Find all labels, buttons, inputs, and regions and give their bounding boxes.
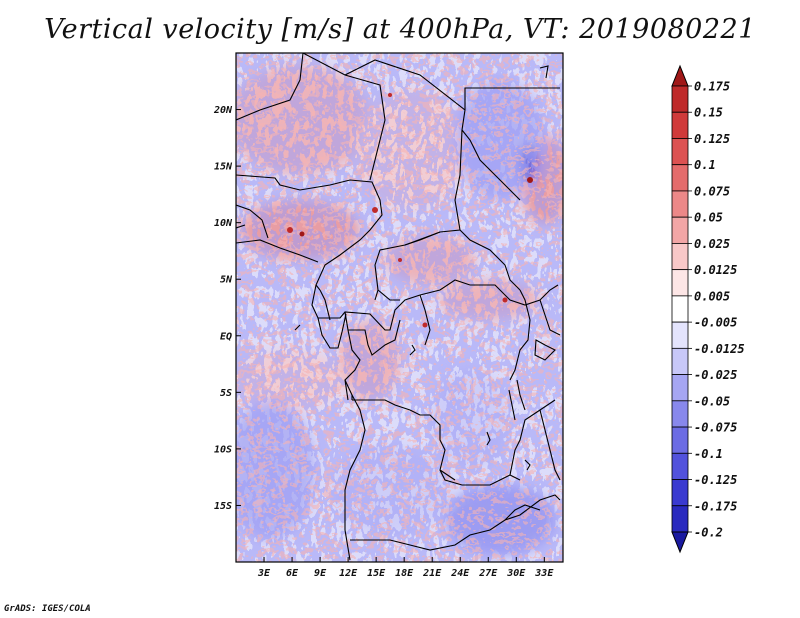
colorbar-swatch xyxy=(671,295,689,323)
colorbar-label: 0.175 xyxy=(694,80,730,94)
colorbar-label: 0.05 xyxy=(694,211,723,225)
lon-tick-label: 6E xyxy=(286,568,299,579)
colorbar-swatch xyxy=(671,400,689,428)
lon-tick-label: 33E xyxy=(534,568,554,579)
colorbar-label: 0.15 xyxy=(694,106,723,120)
country-boundaries xyxy=(236,53,561,561)
colorbar-swatch xyxy=(671,190,689,218)
colorbar-label: -0.025 xyxy=(694,368,737,382)
colorbar-label: 0.0125 xyxy=(694,263,737,277)
lon-tick-label: 21E xyxy=(422,568,442,579)
colorbar-swatch xyxy=(671,216,689,244)
lat-tick-label: 15S xyxy=(214,501,232,512)
colorbar-swatch xyxy=(671,85,689,113)
colorbar-label: -0.1 xyxy=(694,447,723,461)
colorbar-label: -0.125 xyxy=(694,473,737,487)
lon-tick-label: 30E xyxy=(506,568,526,579)
lon-tick-label: 24E xyxy=(450,568,470,579)
colorbar-swatch xyxy=(671,452,689,480)
lat-tick-label: 15N xyxy=(214,162,233,173)
colorbar-swatch xyxy=(671,243,689,271)
lon-tick-label: 15E xyxy=(367,568,386,579)
colorbar-label: -0.175 xyxy=(694,499,737,513)
lat-tick-label: 10N xyxy=(214,218,233,229)
velocity-field xyxy=(236,53,563,562)
colorbar-label: -0.075 xyxy=(694,421,737,435)
colorbar-swatch xyxy=(671,426,689,454)
colorbar-top-arrow xyxy=(671,64,689,87)
colorbar-swatch xyxy=(671,269,689,297)
colorbar-label: -0.005 xyxy=(694,316,737,330)
longitude-axis: 3E 6E 9E 12E 15E 18E 21E 24E 27E 30E 33E xyxy=(257,557,554,579)
colorbar-label: -0.0125 xyxy=(694,342,745,356)
lat-tick-label: 20N xyxy=(213,105,233,116)
colorbar: 0.175 0.15 0.125 0.1 0.075 0.05 0.025 0.0125 0.0… xyxy=(671,64,745,554)
colorbar-swatch xyxy=(671,321,689,349)
colorbar-label: 0.125 xyxy=(694,132,730,146)
latitude-axis: 20N 15N 10N 5N EQ 5S 10S 15S xyxy=(213,105,241,512)
lon-tick-label: 12E xyxy=(339,568,358,579)
lat-tick-label: 5N xyxy=(220,275,233,286)
lat-tick-label: EQ xyxy=(220,331,232,342)
colorbar-label: 0.025 xyxy=(694,237,730,251)
lon-tick-label: 18E xyxy=(395,568,414,579)
credit-label: GrADS: IGES/COLA xyxy=(4,604,91,614)
colorbar-label: 0.075 xyxy=(694,184,730,198)
lon-tick-label: 9E xyxy=(314,568,327,579)
colorbar-swatch xyxy=(671,479,689,507)
chart-title: Vertical velocity [m/s] at 400hPa, VT: 2… xyxy=(44,14,756,45)
strong-updraft-cores xyxy=(287,93,533,328)
colorbar-swatch xyxy=(671,164,689,192)
colorbar-swatch xyxy=(671,374,689,402)
colorbar-swatch xyxy=(671,138,689,166)
colorbar-label: -0.2 xyxy=(694,526,723,540)
colorbar-swatch xyxy=(671,347,689,375)
colorbar-label: -0.05 xyxy=(694,394,730,408)
colorbar-label: 0.1 xyxy=(694,158,716,172)
colorbar-swatch xyxy=(671,111,689,139)
lat-tick-label: 10S xyxy=(214,444,232,455)
lon-tick-label: 27E xyxy=(478,568,498,579)
lat-tick-label: 5S xyxy=(220,388,232,399)
lon-tick-label: 3E xyxy=(257,568,271,579)
colorbar-bottom-arrow xyxy=(671,531,689,554)
plot-frame xyxy=(235,52,564,563)
colorbar-swatch xyxy=(671,505,689,533)
colorbar-label: 0.005 xyxy=(694,289,730,303)
